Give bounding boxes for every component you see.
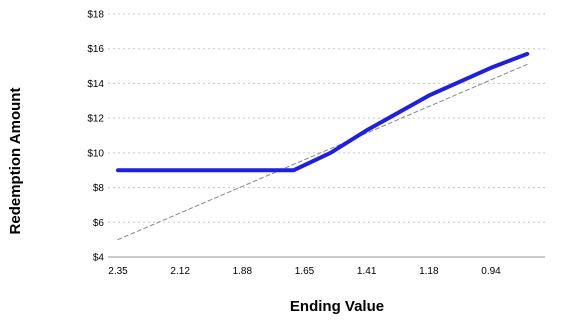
y-axis-ticks: $4 $6 $8 $10 $12 $14 $16 $18 [87,10,104,264]
x-axis-ticks: 2.35 2.12 1.88 1.65 1.41 1.18 0.94 [108,266,501,277]
y-axis-title: Redemption Amount [7,88,24,235]
x-tick-label: 1.41 [357,266,377,277]
y-tick-label: $16 [87,44,104,55]
redemption-series [116,51,530,173]
redemption-line [116,51,530,173]
y-tick-label: $14 [87,79,104,90]
y-tick-label: $12 [87,114,104,125]
y-tick-label: $8 [93,183,105,194]
x-tick-label: 1.18 [419,266,439,277]
y-tick-label: $10 [87,148,104,159]
x-tick-label: 2.12 [170,266,190,277]
reference-line [117,63,528,241]
x-tick-label: 0.94 [481,266,501,277]
x-tick-label: 2.35 [108,266,128,277]
y-tick-label: $6 [93,218,105,229]
x-tick-label: 1.88 [233,266,253,277]
y-tick-label: $4 [93,253,105,264]
y-tick-label: $18 [87,10,104,21]
gridlines [108,13,545,258]
reference-series [117,63,528,241]
x-axis-title: Ending Value [290,298,384,315]
x-tick-label: 1.65 [295,266,315,277]
